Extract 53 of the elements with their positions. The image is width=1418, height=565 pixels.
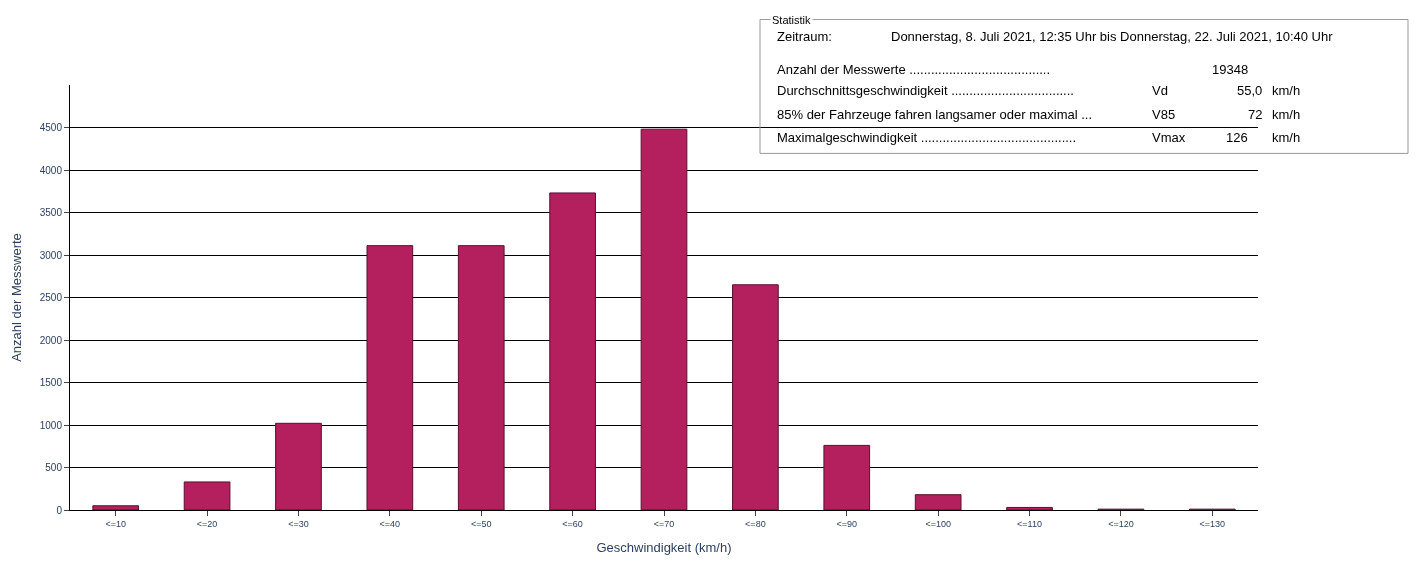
y-tick-label: 500 (45, 462, 63, 473)
bar (1006, 506, 1053, 510)
y-tick-label: 0 (56, 504, 63, 516)
bar (914, 494, 962, 510)
bar (732, 284, 779, 510)
x-tick-label: <=60 (562, 518, 583, 529)
y-tick-label: 1500 (39, 377, 63, 388)
y-tick-label: 1000 (39, 419, 63, 431)
y-tick-label: 2500 (39, 292, 63, 303)
text: km/h (1272, 130, 1301, 145)
x-tick-label: <=80 (745, 518, 766, 529)
x-tick-label: <=120 (1108, 518, 1134, 529)
bar (92, 505, 140, 510)
text: Statistik (772, 14, 812, 26)
bar (549, 192, 596, 510)
y-tick-label: 4000 (39, 164, 63, 176)
y-axis-title: Anzahl der Messwerte (8, 233, 24, 362)
annotation: 126 (1226, 130, 1248, 145)
bar (366, 245, 414, 510)
bar (457, 245, 505, 510)
x-tick-label: <=90 (836, 518, 858, 529)
annotation: Maximalgeschwindigkeit ........................................... (777, 130, 1077, 145)
annotation: 72 (1248, 107, 1263, 122)
text: Anzahl der Messwerte ....................................... (777, 62, 1051, 77)
text: 19348 (1212, 62, 1249, 77)
annotation: Durchschnittsgeschwindigkeit .................................. (777, 83, 1074, 98)
x-tick-label: <=50 (470, 518, 492, 529)
text: km/h (1272, 83, 1301, 98)
x-tick-label: <=10 (105, 518, 126, 529)
annotation: V85 (1152, 107, 1176, 122)
x-tick-label: <=110 (1017, 518, 1042, 529)
text: Donnerstag, 8. Juli 2021, 12:35 Uhr bis Donnerstag, 22. Juli 2021, 10:40 Uhr (891, 29, 1334, 44)
bar (183, 481, 231, 510)
y-tick-label: 3500 (39, 207, 63, 218)
x-tick-label: <=100 (925, 518, 951, 529)
x-tick-label: <=20 (196, 518, 218, 529)
x-tick-label: <=70 (653, 518, 675, 529)
text: km/h (1272, 107, 1301, 122)
x-axis-title: Geschwindigkeit (km/h) (596, 540, 732, 556)
text: Zeitraum: (777, 29, 832, 44)
annotation: Vmax (1152, 130, 1186, 145)
x-tick-label: <=30 (288, 518, 309, 529)
y-tick-label: 4500 (39, 122, 63, 133)
annotation: 55,0 (1237, 83, 1263, 98)
x-tick-label: <=40 (379, 518, 401, 529)
annotation: Vd (1152, 83, 1168, 98)
annotation: 85% der Fahrzeuge fahren langsamer oder maximal ... (777, 107, 1093, 122)
bar (640, 128, 688, 510)
bar (275, 422, 322, 510)
x-tick-label: <=130 (1199, 518, 1226, 529)
bar (823, 444, 871, 510)
y-tick-label: 2000 (39, 334, 63, 346)
y-tick-label: 3000 (39, 249, 63, 261)
